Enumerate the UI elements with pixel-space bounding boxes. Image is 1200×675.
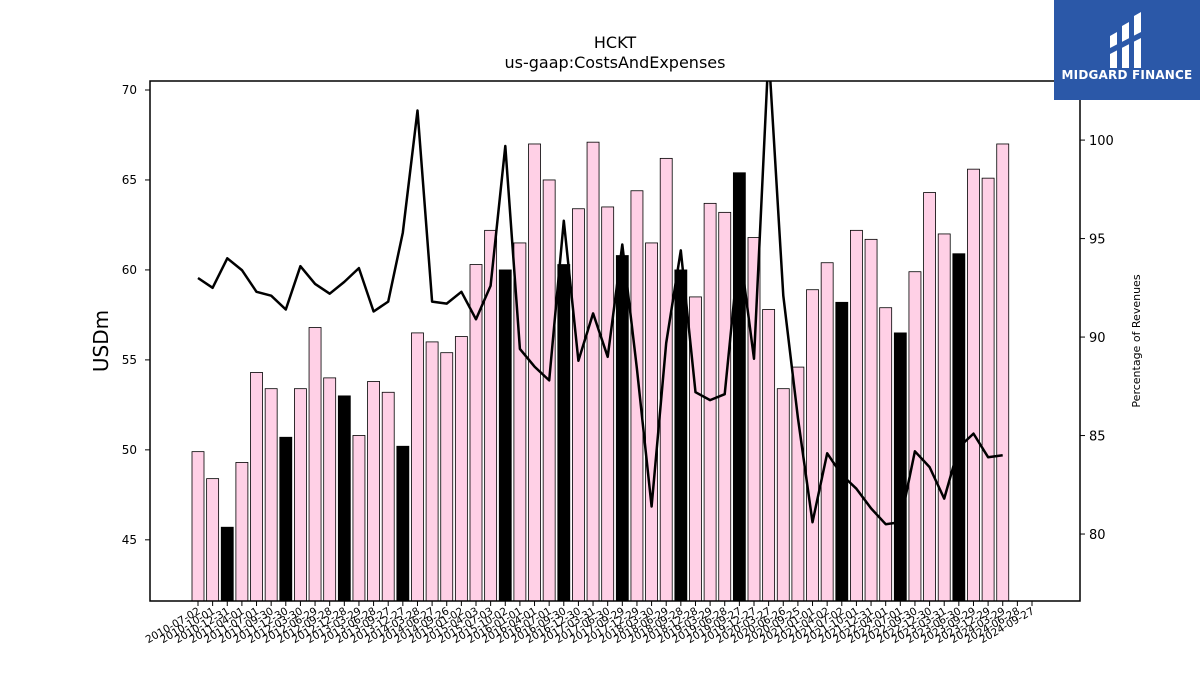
bar-2019-09-27: [732, 172, 746, 601]
bar-2021-12-31: [864, 238, 878, 601]
bar-2010-07-02: [191, 451, 205, 601]
bar-2012-09-28: [323, 377, 337, 601]
brand-logo-mark-icon: [1110, 12, 1141, 68]
bar-2017-12-29: [630, 190, 644, 601]
bar-2014-03-28: [411, 332, 424, 601]
bar-2023-12-29: [981, 177, 995, 601]
bar-2013-06-28: [367, 381, 380, 601]
bar-2014-06-27: [425, 341, 439, 601]
y-tick-label: 60: [122, 263, 137, 277]
bar-2016-12-30: [572, 208, 585, 601]
bar-2020-06-26: [776, 388, 790, 601]
y-tick-label: 65: [122, 173, 137, 187]
bar-2018-06-29: [659, 157, 673, 601]
bar-2021-10-01: [850, 229, 863, 601]
bar-2023-06-30: [952, 253, 966, 601]
bar-2016-04-01: [528, 143, 541, 601]
bar-2016-07-01: [542, 179, 556, 601]
y2-axis-label: Percentage of Revenues: [1130, 274, 1143, 407]
brand-logo: MIDGARD FINANCE: [1054, 0, 1200, 100]
bar-2022-09-30: [908, 271, 922, 601]
bar-2013-12-27: [396, 445, 410, 601]
bars-layer: [191, 141, 1010, 601]
bar-2017-06-30: [601, 206, 615, 601]
bar-2011-12-30: [279, 436, 293, 601]
y-tick-label: 70: [122, 83, 137, 97]
bar-2021-04-02: [820, 262, 834, 601]
series-line-percentage-of-revenues: [197, 81, 1003, 526]
bar-2018-09-28: [674, 269, 688, 601]
bar-2015-10-02: [498, 269, 512, 601]
y-axis-label: USDm: [89, 310, 113, 372]
y2-tick-label: 80: [1089, 528, 1106, 543]
chart-title: HCKT: [594, 33, 636, 52]
bar-2015-01-02: [454, 336, 468, 601]
y2-tick-label: 90: [1089, 331, 1106, 346]
bar-2012-03-30: [294, 388, 307, 601]
y2-tick-label: 95: [1089, 233, 1106, 248]
bar-2016-01-01: [513, 242, 527, 601]
y-tick-label: 45: [122, 533, 137, 547]
chart-subtitle: us-gaap:CostsAndExpenses: [505, 53, 726, 72]
bar-2012-06-29: [308, 327, 322, 601]
bar-2021-01-01: [806, 289, 819, 601]
bar-2023-03-31: [937, 233, 951, 601]
line-layer: [197, 81, 1003, 526]
bar-2021-07-02: [835, 301, 849, 601]
bar-2014-09-26: [440, 352, 454, 601]
bar-2011-09-30: [264, 388, 278, 601]
axes-layer: 455055606570808590951002010-07-022010-10…: [122, 83, 1114, 646]
bar-2020-03-27: [762, 309, 776, 601]
y2-tick-label: 100: [1089, 134, 1114, 149]
bar-2010-10-01: [206, 478, 220, 601]
bar-2017-09-29: [615, 255, 629, 601]
bar-2023-09-29: [967, 168, 980, 601]
y-tick-label: 50: [122, 443, 137, 457]
bar-2018-03-30: [645, 242, 658, 601]
y2-tick-label: 85: [1089, 430, 1106, 445]
bar-2011-04-01: [235, 462, 249, 601]
brand-logo-text: MIDGARD FINANCE: [1061, 68, 1193, 82]
bar-2013-09-27: [381, 391, 395, 601]
bar-2012-12-28: [337, 395, 351, 601]
bar-2011-07-01: [250, 372, 263, 601]
bar-2022-04-01: [879, 307, 893, 601]
bar-2022-07-01: [893, 332, 907, 601]
bar-2015-04-03: [469, 264, 483, 601]
bar-2013-03-29: [352, 435, 366, 601]
bar-2016-09-30: [557, 264, 571, 601]
bar-2015-07-03: [484, 229, 498, 601]
bar-2019-03-29: [703, 202, 717, 601]
bar-2017-03-31: [586, 141, 600, 601]
bar-2024-03-29: [996, 143, 1010, 601]
y-tick-label: 55: [122, 353, 137, 367]
plot-frame: [149, 80, 1081, 602]
bar-2019-06-28: [718, 211, 732, 601]
bar-2010-12-31: [220, 526, 234, 601]
bar-2020-09-25: [791, 366, 805, 601]
bar-2022-12-30: [923, 192, 936, 601]
